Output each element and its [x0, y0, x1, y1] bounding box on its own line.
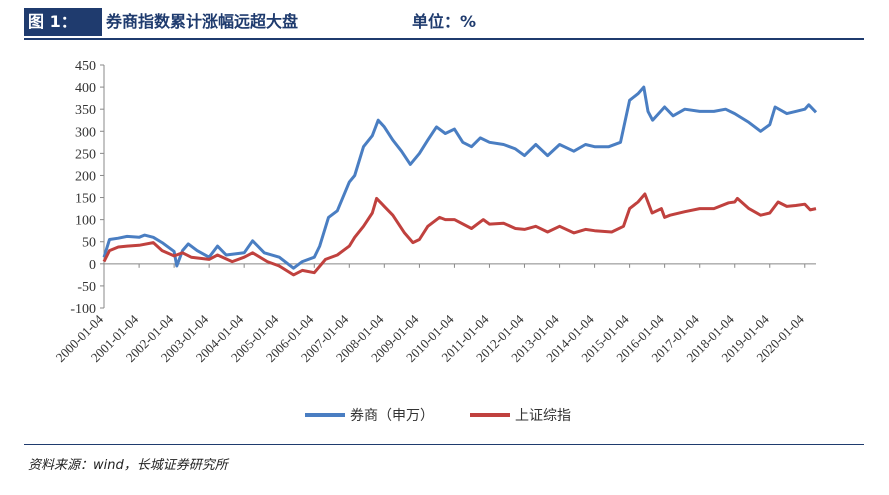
figure-label: 图 1：: [24, 8, 102, 36]
legend: 券商（申万） 上证综指: [305, 408, 571, 424]
y-axis: -100 -50 0 50 100 150 200 250 300 350 400 450: [70, 59, 105, 317]
figure-title-bar: 图 1： 券商指数累计涨幅远超大盘 单位：%: [24, 8, 864, 36]
y-tick-label: 100: [75, 214, 96, 229]
series-line-broker: [102, 85, 818, 270]
y-tick-label: -50: [77, 280, 96, 295]
line-chart: -100 -50 0 50 100 150 200 250 300 350 400 450 2000-…: [53, 59, 818, 424]
figure-title: 券商指数累计涨幅远超大盘: [106, 12, 299, 31]
source-note: 资料来源：wind，长城证券研究所: [28, 458, 228, 473]
y-tick-label: 450: [75, 59, 96, 74]
y-tick-label: 200: [75, 169, 96, 184]
y-tick-label: 400: [75, 81, 96, 96]
y-tick-label: 50: [82, 236, 96, 251]
legend-label-broker: 券商（申万）: [350, 408, 434, 424]
top-rule: [24, 38, 864, 40]
y-tick-label: 350: [75, 103, 96, 118]
y-tick-label: 150: [75, 192, 96, 207]
figure-unit: 单位：%: [412, 12, 477, 31]
bottom-rule: [24, 444, 864, 445]
series-layer: [102, 85, 818, 277]
y-tick-label: 250: [75, 147, 96, 162]
y-tick-label: 300: [75, 125, 96, 140]
x-axis: 2000-01-042001-01-042002-01-042003-01-04…: [53, 263, 816, 365]
legend-label-index: 上证综指: [515, 408, 571, 424]
series-line-index: [102, 192, 817, 277]
y-tick-label: 0: [89, 258, 96, 273]
y-tick-label: -100: [70, 302, 96, 317]
